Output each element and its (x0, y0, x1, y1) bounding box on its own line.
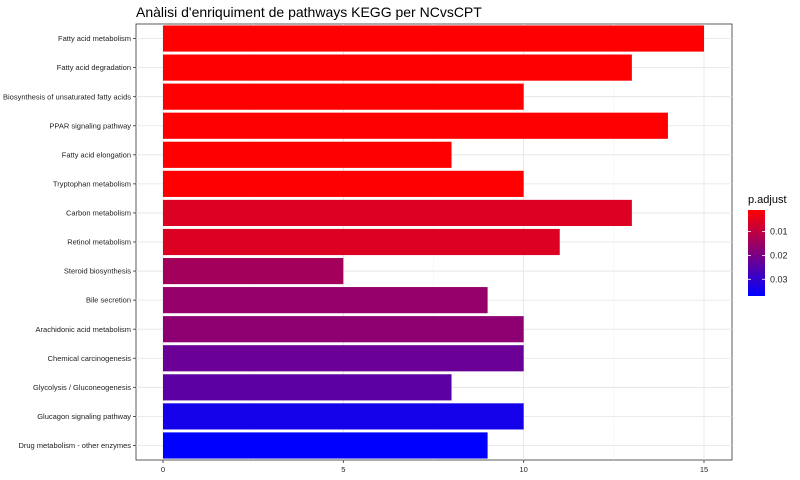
y-axis-tick-labels: Fatty acid metabolism Fatty acid degradat… (3, 34, 136, 450)
bar (163, 287, 488, 314)
x-tick-label: 15 (700, 465, 708, 474)
bar (163, 54, 632, 81)
y-tick-label: Glycolysis / Gluconeogenesis (33, 383, 131, 392)
bar (163, 345, 524, 372)
bar (163, 403, 524, 430)
y-tick-label: PPAR signaling pathway (49, 121, 131, 130)
y-tick-label: Drug metabolism - other enzymes (18, 441, 131, 450)
chart-title: Anàlisi d'enriquiment de pathways KEGG p… (136, 4, 482, 20)
legend-tick-label: 0.03 (770, 274, 788, 284)
y-tick-label: Biosynthesis of unsaturated fatty acids (3, 92, 131, 101)
legend-colorbar (748, 210, 765, 296)
y-tick-label: Steroid biosynthesis (64, 267, 131, 276)
bar (163, 25, 704, 52)
y-tick-label: Retinol metabolism (67, 238, 131, 247)
color-legend: p.adjust 0.01 0.02 0.03 (748, 194, 788, 296)
bar (163, 199, 632, 227)
bars (163, 25, 704, 459)
bar (163, 228, 560, 256)
bar (163, 83, 524, 110)
bar (163, 170, 524, 197)
y-tick-label: Arachidonic acid metabolism (36, 325, 131, 334)
bar (163, 112, 668, 139)
bar (163, 316, 524, 343)
bar (163, 374, 452, 401)
y-tick-label: Fatty acid metabolism (58, 34, 131, 43)
y-tick-label: Chemical carcinogenesis (48, 354, 132, 363)
legend-title: p.adjust (748, 194, 787, 206)
y-tick-label: Bile secretion (86, 296, 131, 305)
y-tick-label: Glucagon signaling pathway (37, 412, 131, 421)
bar (163, 257, 344, 285)
y-tick-label: Fatty acid elongation (62, 150, 131, 159)
y-tick-label: Carbon metabolism (66, 209, 131, 218)
bar (163, 432, 488, 459)
legend-tick-label: 0.02 (770, 250, 788, 260)
bar (163, 141, 452, 168)
y-tick-label: Fatty acid degradation (57, 63, 131, 72)
legend-tick-label: 0.01 (770, 227, 788, 237)
x-tick-label: 10 (519, 465, 527, 474)
y-tick-label: Tryptophan metabolism (53, 179, 131, 188)
x-tick-label: 5 (341, 465, 345, 474)
legend-ticks: 0.01 0.02 0.03 (748, 227, 788, 284)
x-tick-label: 0 (161, 465, 165, 474)
x-axis-tick-labels: 0 5 10 15 (161, 460, 708, 474)
